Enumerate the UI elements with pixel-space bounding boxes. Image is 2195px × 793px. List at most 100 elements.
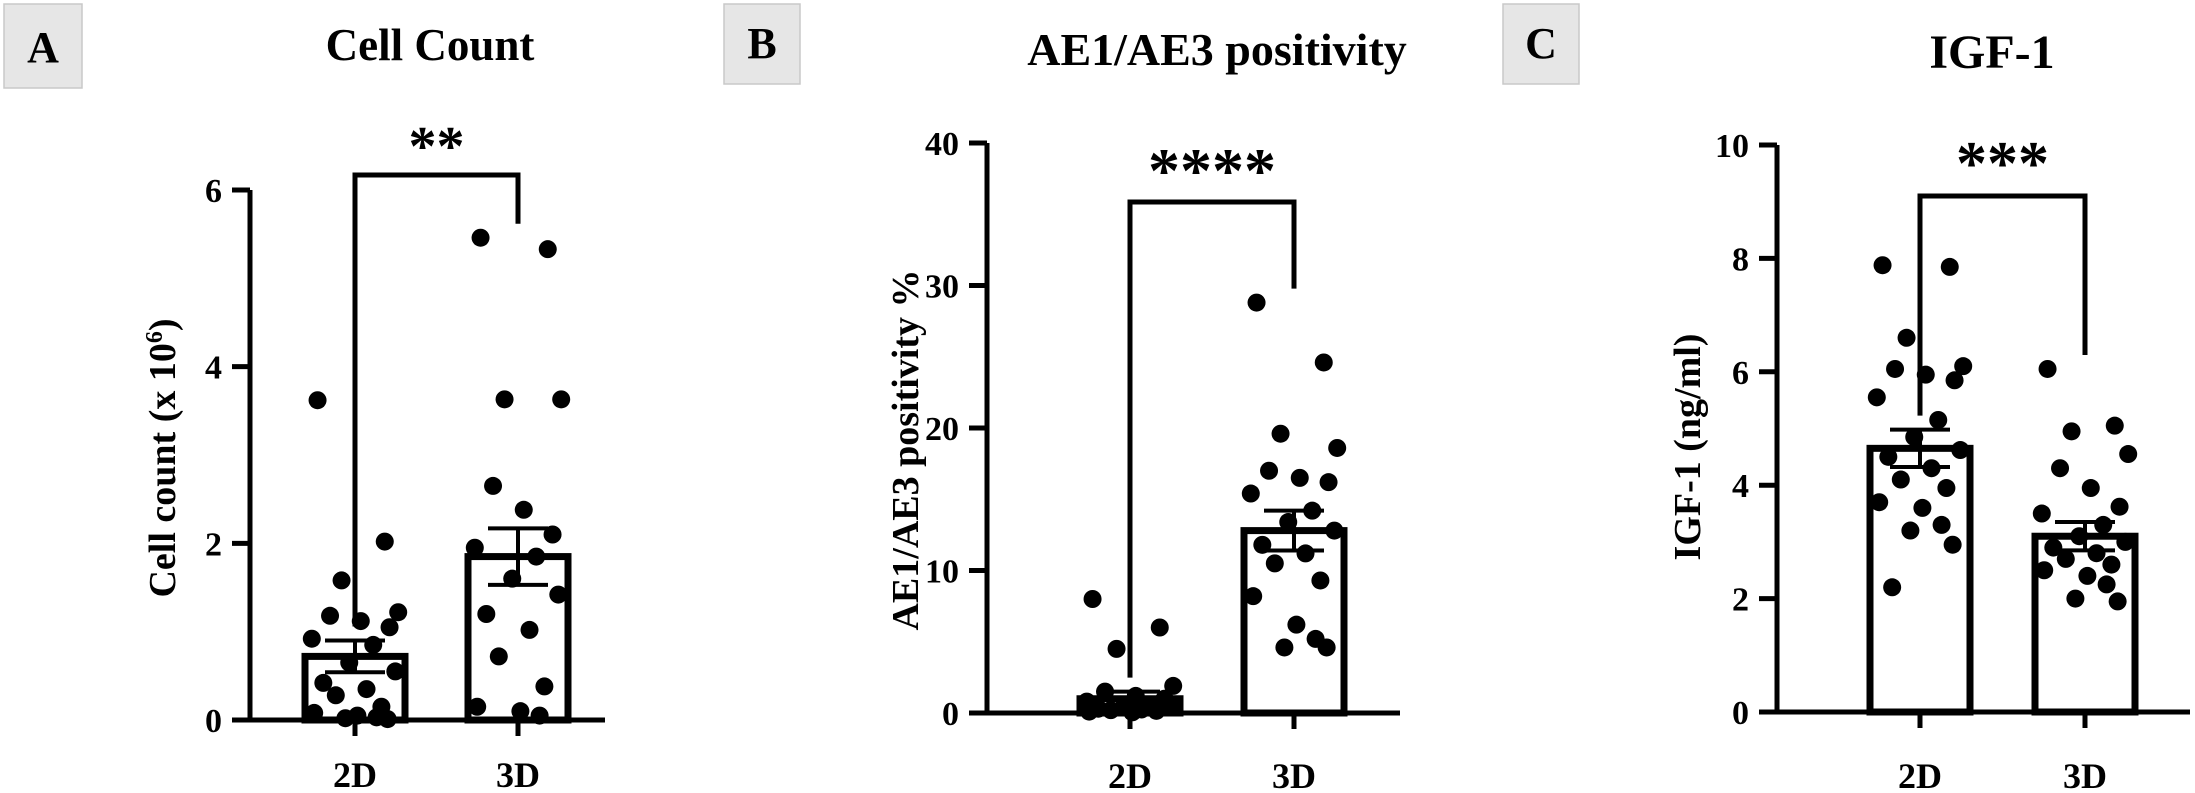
data-point-3d-b — [1296, 544, 1315, 563]
data-point-2d-b — [1164, 676, 1183, 695]
data-point-2d-b — [1161, 698, 1180, 717]
data-point-3d-b — [1247, 293, 1266, 312]
data-point-3d-c — [2044, 538, 2063, 557]
data-point-3d-a — [530, 706, 549, 725]
x-tick-label-3d-b: 3D — [1272, 756, 1316, 793]
data-point-3d-c — [2087, 544, 2106, 563]
data-point-2d-c — [1943, 535, 1962, 554]
data-point-2d-a — [321, 606, 340, 625]
data-point-2d-a — [375, 532, 394, 551]
data-point-2d-a — [364, 635, 383, 654]
data-point-3d-b — [1265, 554, 1284, 573]
panel-tag-c: C — [1525, 19, 1557, 68]
data-point-3d-c — [2105, 416, 2124, 435]
data-point-2d-a — [389, 603, 408, 622]
significance-label-c: *** — [1956, 130, 2049, 198]
data-point-3d-b — [1328, 438, 1347, 457]
data-point-2d-c — [1922, 459, 1941, 478]
data-point-2d-b — [1147, 701, 1166, 720]
data-point-2d-b — [1080, 702, 1099, 721]
data-point-3d-b — [1244, 587, 1263, 606]
y-tick-label-c: 10 — [1715, 128, 1749, 165]
data-point-2d-a — [305, 703, 324, 722]
data-point-3d-c — [2078, 566, 2097, 585]
significance-bracket-a — [352, 172, 521, 627]
data-point-2d-c — [1870, 493, 1889, 512]
data-point-3d-a — [465, 538, 484, 557]
data-point-2d-b — [1150, 618, 1169, 637]
data-point-2d-c — [1883, 578, 1902, 597]
data-point-2d-c — [1867, 388, 1886, 407]
data-point-3d-a — [495, 390, 514, 409]
significance-bracket-b — [1127, 199, 1297, 678]
data-point-2d-c — [1940, 257, 1959, 276]
data-point-3d-b — [1279, 513, 1298, 532]
data-point-2d-c — [1873, 256, 1892, 275]
data-point-2d-b — [1123, 703, 1142, 722]
panel-tag-b: B — [747, 19, 776, 68]
significance-label-a: ** — [409, 116, 465, 178]
y-axis-label-a: Cell count (x 106) — [142, 318, 184, 597]
data-point-3d-b — [1241, 484, 1260, 503]
data-point-3d-c — [2102, 555, 2121, 574]
y-tick-label-a: 2 — [205, 526, 222, 563]
data-point-3d-a — [484, 476, 503, 495]
y-tick-label-b: 10 — [925, 554, 959, 591]
panel-tag-box-c — [1502, 3, 1580, 85]
panel-tag-a: A — [27, 23, 59, 72]
panel-b: B AE1/AE3 positivity AE1/AE3 positivity … — [723, 3, 1407, 793]
data-point-3d-c — [2081, 479, 2100, 498]
data-point-2d-b — [1083, 590, 1102, 608]
plot-area-a: 0 2 4 6 2D 3D ** — [205, 116, 605, 793]
data-point-3d-a — [511, 702, 530, 721]
data-point-3d-c — [2097, 575, 2116, 594]
data-point-3d-c — [2032, 504, 2051, 523]
data-point-2d-c — [1932, 515, 1951, 534]
data-point-3d-b — [1287, 615, 1306, 634]
y-tick-label-c: 8 — [1732, 241, 1749, 278]
data-point-3d-b — [1311, 571, 1330, 590]
y-tick-label-b: 30 — [925, 269, 959, 306]
data-point-3d-a — [527, 547, 546, 566]
data-point-3d-c — [2051, 459, 2070, 478]
data-point-2d-c — [1937, 479, 1956, 498]
y-tick-label-b: 0 — [942, 696, 959, 733]
data-point-3d-c — [2094, 515, 2113, 534]
data-point-2d-a — [332, 571, 351, 590]
data-point-3d-b — [1271, 424, 1290, 443]
data-point-3d-a — [552, 390, 571, 409]
data-point-2d-c — [1901, 521, 1920, 540]
data-point-2d-c — [1891, 470, 1910, 489]
data-point-3d-c — [2119, 445, 2138, 464]
data-point-3d-c — [2062, 422, 2081, 441]
data-point-3d-a — [538, 240, 557, 259]
data-point-3d-a — [477, 605, 496, 623]
data-point-3d-c — [2108, 592, 2127, 611]
y-tick-label-b: 40 — [925, 126, 959, 163]
data-point-2d-c — [1886, 359, 1905, 378]
data-point-3d-a — [503, 569, 522, 588]
data-point-3d-a — [535, 677, 554, 696]
y-tick-label-a: 0 — [205, 703, 222, 740]
data-point-2d-c — [1954, 357, 1973, 376]
data-point-2d-a — [326, 686, 345, 705]
y-tick-label-c: 4 — [1732, 468, 1749, 505]
data-point-3d-a — [543, 525, 562, 544]
panel-tag-box-b — [723, 3, 801, 85]
data-point-2d-c — [1951, 441, 1970, 460]
plot-area-c: 0 2 4 6 8 10 2D 3D *** — [1715, 128, 2190, 793]
data-point-2d-a — [340, 653, 359, 672]
data-point-2d-b — [1107, 639, 1126, 658]
data-point-3d-c — [2110, 497, 2129, 516]
y-tick-label-c: 6 — [1732, 355, 1749, 392]
data-point-3d-c — [2038, 359, 2057, 378]
data-point-2d-c — [1897, 328, 1916, 347]
panel-c: C IGF-1 IGF-1 (ng/ml) 0 2 4 6 8 10 2D 3D *** — [1502, 3, 2190, 793]
y-tick-label-a: 6 — [205, 173, 222, 210]
data-point-3d-b — [1325, 521, 1344, 540]
y-axis-label-b: AE1/AE3 positivity % — [885, 269, 927, 630]
y-tick-label-c: 0 — [1732, 695, 1749, 732]
data-point-3d-b — [1314, 353, 1333, 372]
significance-label-b: **** — [1148, 135, 1276, 206]
data-point-2d-a — [314, 673, 333, 692]
